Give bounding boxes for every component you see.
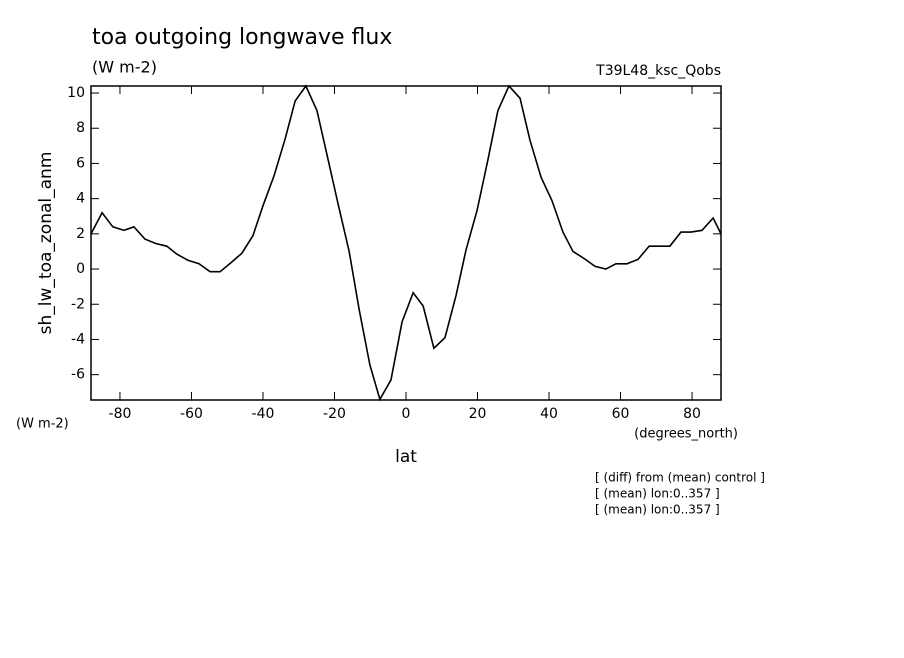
note: [ (mean) lon:0..357 ] [595, 503, 720, 517]
x-axis-label: lat [395, 447, 417, 467]
plot-frame [90, 85, 722, 401]
note: [ (diff) from (mean) control ] [595, 471, 765, 485]
dataset-label: T39L48_ksc_Qobs [595, 63, 721, 79]
x-units: (degrees_north) [634, 427, 738, 442]
y-tick-label: -6 [71, 367, 85, 383]
y-tick-label: 8 [76, 120, 85, 136]
x-tick-label: 20 [469, 406, 487, 422]
y-tick-label: 0 [76, 261, 85, 277]
y-tick-label: 2 [76, 226, 85, 242]
x-tick-label: 40 [540, 406, 558, 422]
y-units: (W m-2) [16, 417, 69, 432]
x-tick-label: 80 [683, 406, 701, 422]
y-tick-label: 4 [76, 191, 85, 207]
x-tick-label: -20 [323, 406, 346, 422]
data-line [90, 84, 722, 402]
y-tick-label: 10 [67, 85, 85, 101]
chart-subtitle: (W m-2) [92, 58, 157, 77]
x-tick-label: 0 [402, 406, 411, 422]
x-tick-label: 60 [612, 406, 630, 422]
chart-title: toa outgoing longwave flux [92, 25, 392, 50]
y-tick-label: 6 [76, 155, 85, 171]
y-axis-label: sh_lw_toa_zonal_anm [36, 152, 56, 335]
x-tick-label: -60 [180, 406, 203, 422]
y-tick-label: -2 [71, 296, 85, 312]
note: [ (mean) lon:0..357 ] [595, 487, 720, 501]
x-tick-label: -40 [252, 406, 275, 422]
y-tick-label: -4 [71, 331, 85, 347]
x-tick-label: -80 [109, 406, 132, 422]
